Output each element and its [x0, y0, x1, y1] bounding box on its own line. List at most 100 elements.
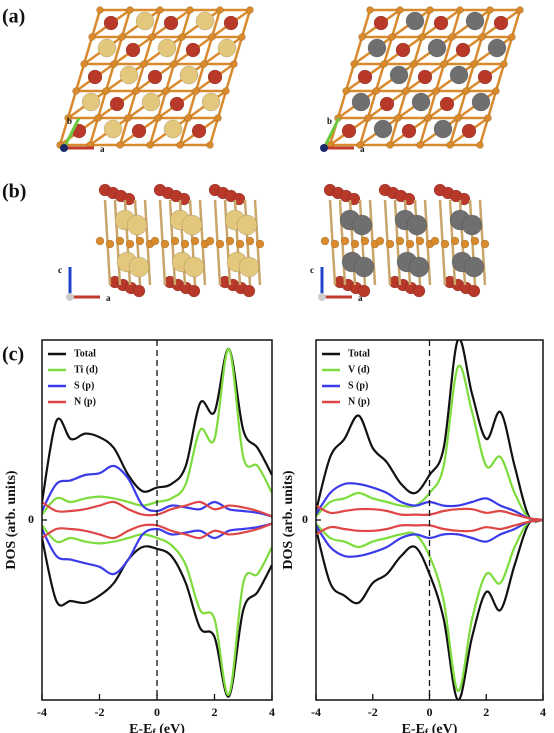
bond	[472, 36, 484, 65]
x-axis-label: E-Ef (eV)	[129, 722, 185, 733]
atom	[450, 236, 460, 246]
bond	[148, 117, 160, 146]
atom	[235, 239, 245, 249]
bond	[358, 117, 370, 146]
bond	[240, 9, 252, 38]
atom	[236, 214, 258, 236]
atom	[205, 236, 215, 246]
atom	[340, 236, 350, 246]
atom	[163, 15, 179, 31]
bond	[66, 90, 78, 119]
x-tick-label: -4	[37, 705, 47, 719]
atom	[487, 38, 507, 58]
bond	[134, 63, 146, 92]
atom	[185, 42, 201, 58]
atom	[238, 33, 246, 41]
atom	[87, 69, 103, 85]
dos-curve	[42, 347, 272, 516]
atom	[105, 239, 115, 249]
bond	[232, 36, 244, 65]
atom	[356, 141, 364, 149]
bond	[126, 90, 138, 119]
x-label-unit: (eV)	[432, 722, 458, 733]
dos-curve	[316, 340, 543, 523]
atom	[148, 33, 156, 41]
x-tick-label: 4	[269, 705, 275, 719]
atom	[416, 141, 424, 149]
x-tick-label: 0	[427, 705, 433, 719]
bond	[150, 9, 162, 38]
bond	[352, 36, 364, 65]
bond	[390, 9, 402, 38]
atom	[80, 60, 88, 68]
x-tick-label: -2	[95, 705, 105, 719]
bond	[224, 63, 236, 92]
bond	[118, 117, 130, 146]
atom	[455, 42, 471, 58]
bond	[448, 117, 460, 146]
atom	[395, 236, 405, 246]
atom	[364, 114, 372, 122]
atom	[386, 141, 394, 149]
atom	[440, 60, 448, 68]
axis-letter: c	[310, 265, 314, 275]
atom	[424, 114, 432, 122]
atom	[389, 65, 409, 85]
atom	[97, 38, 117, 58]
atom	[405, 11, 425, 31]
atom	[160, 239, 170, 249]
atom	[367, 38, 387, 58]
legend-label: S (p)	[348, 380, 368, 391]
x-tick-label: 4	[540, 705, 546, 719]
atom	[471, 92, 491, 112]
atom	[493, 15, 509, 31]
atom	[103, 15, 119, 31]
atom	[433, 119, 453, 139]
atom	[418, 33, 426, 41]
atom	[432, 87, 440, 95]
atom	[102, 87, 110, 95]
atom	[351, 214, 373, 236]
atom	[132, 87, 140, 95]
atom	[463, 256, 485, 278]
atom	[477, 69, 493, 85]
bond	[164, 63, 176, 92]
bond	[142, 36, 154, 65]
atom	[245, 236, 255, 246]
axis-arrow	[62, 117, 81, 149]
atom	[146, 141, 154, 149]
atom	[380, 60, 388, 68]
axis-letter: a	[100, 144, 105, 154]
axis-letter: a	[358, 293, 363, 303]
bond	[480, 9, 492, 38]
bond	[156, 90, 168, 119]
atom	[222, 87, 230, 95]
atom	[163, 119, 183, 139]
atom	[388, 33, 396, 41]
atom	[64, 114, 72, 122]
atom	[449, 65, 469, 85]
atom	[230, 60, 238, 68]
bond	[374, 63, 386, 92]
bond	[180, 9, 192, 38]
atom	[190, 236, 200, 246]
atom	[350, 60, 358, 68]
atom	[372, 87, 380, 95]
atom	[433, 15, 449, 31]
atom	[206, 141, 214, 149]
bond	[58, 117, 70, 146]
atom	[426, 6, 434, 14]
atom	[412, 284, 426, 298]
atom	[508, 33, 516, 41]
atom	[411, 92, 431, 112]
x-label-sub: f	[425, 728, 429, 733]
bond	[412, 36, 424, 65]
atom	[118, 33, 126, 41]
bond	[96, 90, 108, 119]
atom	[95, 236, 105, 246]
atom	[217, 38, 237, 58]
atom	[96, 6, 104, 14]
atom	[448, 33, 456, 41]
atom	[358, 33, 366, 41]
atom	[195, 11, 215, 31]
